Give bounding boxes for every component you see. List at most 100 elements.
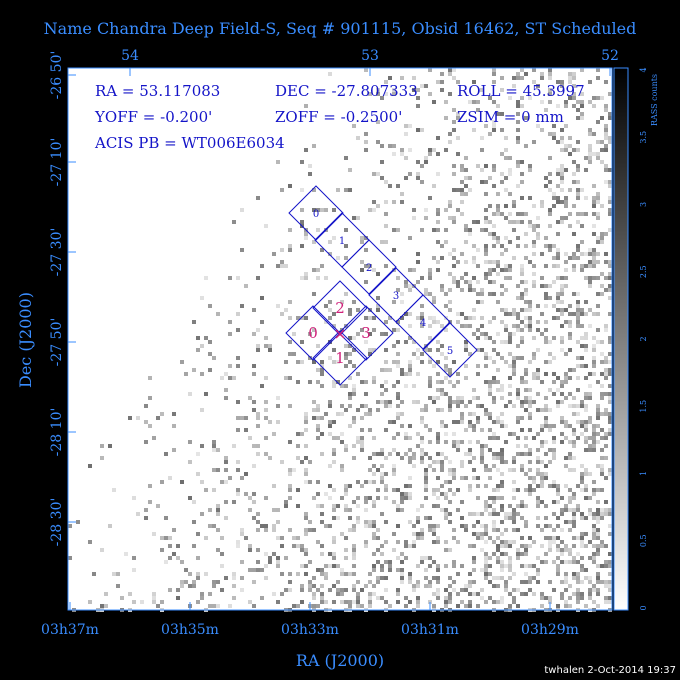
count-pixel [288,228,292,232]
count-pixel [540,484,544,488]
count-pixel [352,548,356,552]
colorbar-title: RASS counts [650,74,659,126]
count-pixel [428,356,432,360]
count-pixel [552,424,556,428]
count-pixel [200,444,204,448]
count-pixel [484,500,488,504]
count-pixel [576,248,580,252]
count-pixel [296,604,300,608]
count-pixel [592,264,596,268]
count-pixel [380,564,384,568]
count-pixel [492,552,496,556]
count-pixel [492,340,496,344]
count-pixel [492,576,496,580]
count-pixel [460,400,464,404]
count-pixel [452,468,456,472]
count-pixel [552,136,556,140]
count-pixel [440,352,444,356]
count-pixel [192,520,196,524]
count-pixel [460,588,464,592]
count-pixel [344,228,348,232]
count-pixel [572,252,576,256]
count-pixel [264,344,268,348]
count-pixel [500,424,504,428]
count-pixel [592,260,596,264]
count-pixel [568,136,572,140]
count-pixel [556,488,560,492]
count-pixel [572,264,576,268]
count-pixel [356,136,360,140]
count-pixel [604,456,608,460]
count-pixel [336,504,340,508]
count-pixel [528,536,532,540]
count-pixel [468,544,472,548]
count-pixel [424,156,428,160]
count-pixel [548,536,552,540]
count-pixel [536,408,540,412]
count-pixel [564,320,568,324]
count-pixel [596,276,600,280]
count-pixel [184,580,188,584]
count-pixel [376,272,380,276]
count-pixel [520,180,524,184]
count-pixel [324,600,328,604]
count-pixel [444,228,448,232]
count-pixel [364,496,368,500]
count-pixel [404,540,408,544]
count-pixel [376,120,380,124]
count-pixel [608,552,612,556]
count-pixel [252,372,256,376]
count-pixel [332,420,336,424]
count-pixel [344,408,348,412]
count-pixel [540,480,544,484]
count-pixel [440,424,444,428]
count-pixel [304,428,308,432]
count-pixel [380,240,384,244]
count-pixel [348,604,352,608]
count-pixel [444,432,448,436]
count-pixel [516,392,520,396]
count-pixel [508,156,512,160]
count-pixel [256,424,260,428]
count-pixel [548,172,552,176]
count-pixel [544,516,548,520]
count-pixel [584,472,588,476]
count-pixel [412,76,416,80]
count-pixel [576,100,580,104]
count-pixel [268,344,272,348]
colorbar [613,67,629,611]
count-pixel [508,192,512,196]
count-pixel [196,336,200,340]
count-pixel [512,520,516,524]
count-pixel [320,432,324,436]
count-pixel [432,540,436,544]
count-pixel [516,112,520,116]
count-pixel [204,276,208,280]
count-pixel [592,344,596,348]
count-pixel [532,476,536,480]
count-pixel [452,256,456,260]
count-pixel [400,560,404,564]
count-pixel [264,408,268,412]
count-pixel [472,568,476,572]
count-pixel [464,272,468,276]
count-pixel [600,472,604,476]
count-pixel [500,88,504,92]
count-pixel [552,244,556,248]
count-pixel [424,476,428,480]
count-pixel [556,400,560,404]
count-pixel [568,604,572,608]
count-pixel [116,572,120,576]
count-pixel [572,256,576,260]
count-pixel [476,396,480,400]
count-pixel [376,468,380,472]
count-pixel [520,380,524,384]
count-pixel [576,536,580,540]
count-pixel [524,436,528,440]
count-pixel [552,316,556,320]
count-pixel [288,404,292,408]
count-pixel [328,404,332,408]
count-pixel [368,92,372,96]
count-pixel [356,408,360,412]
count-pixel [188,572,192,576]
